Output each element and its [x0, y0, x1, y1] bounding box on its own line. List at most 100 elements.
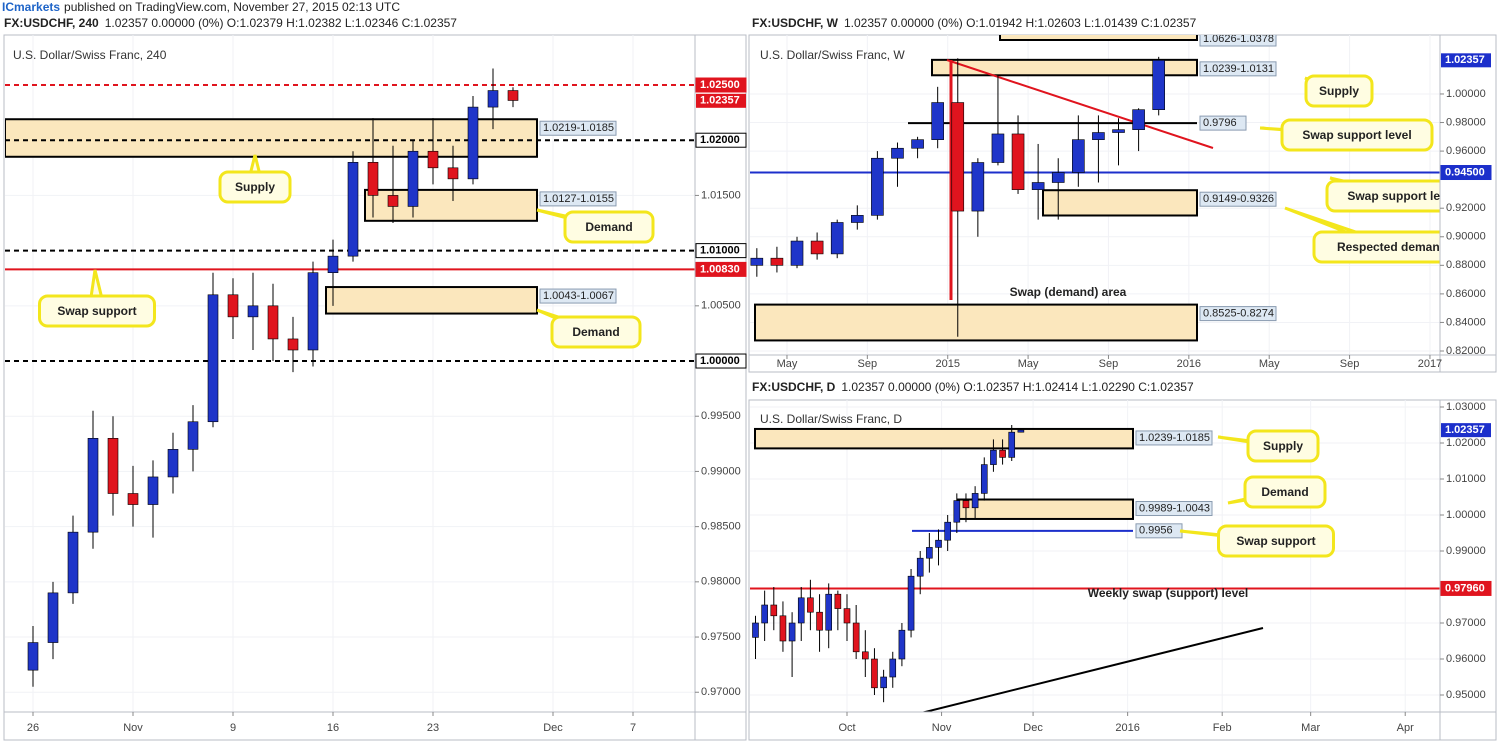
- y-tick-label: 0.88000: [1446, 259, 1486, 271]
- zone: [754, 303, 1198, 342]
- candle-body: [487, 90, 499, 108]
- callout-text: Swap support level: [1347, 189, 1456, 203]
- candle-body: [347, 161, 359, 257]
- price-label: 1.02500: [700, 79, 740, 91]
- y-tick-label: 0.97500: [701, 631, 741, 643]
- candle-body: [935, 539, 942, 548]
- x-tick-label: 26: [27, 722, 39, 734]
- x-tick-label: Sep: [1340, 358, 1360, 370]
- callout-text: Demand: [572, 325, 619, 339]
- candle-body: [843, 608, 851, 624]
- zone-label-box: [539, 120, 617, 136]
- candle-body: [852, 622, 860, 653]
- candle-body: [307, 272, 319, 351]
- x-tick-label: Apr: [1397, 722, 1414, 734]
- candle-body: [962, 500, 970, 509]
- price-label: 1.00000: [700, 355, 740, 367]
- x-tick-label: Sep: [1099, 358, 1119, 370]
- y-tick-label: 0.97000: [701, 686, 741, 698]
- y-tick-label: 0.99500: [701, 410, 741, 422]
- callout-box: [1280, 118, 1434, 152]
- zone-label-box: [539, 191, 617, 207]
- y-tick-label: 0.99000: [701, 465, 741, 477]
- price-label-box: [695, 132, 747, 148]
- zone-label: 0.9989-1.0043: [1139, 502, 1210, 514]
- candle-body: [990, 449, 997, 465]
- zone: [999, 35, 1198, 41]
- zone: [931, 58, 1198, 77]
- y-tick-label: 0.98500: [701, 521, 741, 533]
- y-tick-label: 0.82000: [1446, 345, 1486, 357]
- candle-body: [862, 651, 869, 660]
- candle-body: [971, 162, 985, 212]
- callout-text: Swap support: [1236, 534, 1315, 548]
- y-tick-label: 1.02000: [1446, 437, 1486, 449]
- candle-body: [779, 615, 787, 642]
- candle-body: [1008, 431, 1016, 458]
- zone: [957, 498, 1134, 520]
- candle-body: [825, 593, 833, 631]
- zone-label: 1.0239-1.0185: [1139, 432, 1210, 444]
- candle-body: [999, 449, 1006, 458]
- candle-body: [797, 597, 805, 624]
- quote: 1.02357 0.00000 (0%) O:1.02379 H:1.02382…: [105, 16, 458, 30]
- callout-box: [563, 210, 655, 244]
- candle-body: [871, 658, 878, 689]
- y-tick-label: 0.96000: [1446, 653, 1486, 665]
- candle-body: [980, 464, 988, 494]
- candle-body: [467, 106, 479, 180]
- candle-body: [427, 150, 439, 169]
- callout-text: Demand: [585, 220, 632, 234]
- candle-body: [971, 493, 979, 509]
- quote: 1.02357 0.00000 (0%) O:1.01942 H:1.02603…: [844, 16, 1197, 30]
- x-tick-label: Nov: [932, 722, 952, 734]
- chart-title: U.S. Dollar/Swiss Franc, W: [760, 48, 905, 62]
- price-label: 1.02000: [700, 134, 740, 146]
- candle-body: [27, 642, 39, 671]
- x-tick-label: Dec: [1023, 722, 1043, 734]
- candle-body: [1092, 132, 1105, 140]
- x-tick-label: 23: [427, 722, 439, 734]
- zone: [1042, 189, 1198, 217]
- callout-text: Demand: [1261, 485, 1308, 499]
- last-price-label: 1.02357: [700, 95, 740, 107]
- trendline: [920, 627, 1264, 712]
- zone-label-box: [1135, 430, 1213, 446]
- y-tick-label: 0.98000: [701, 576, 741, 588]
- candle-body: [926, 547, 933, 559]
- callout-box: [1304, 74, 1374, 108]
- candle-body: [167, 449, 179, 478]
- zone-label-box: [1135, 501, 1213, 517]
- callout-text: Swap support level: [1302, 128, 1411, 142]
- chart-title: U.S. Dollar/Swiss Franc, D: [760, 412, 902, 426]
- last-price-box: [1441, 423, 1491, 438]
- candle-body: [1152, 59, 1165, 110]
- price-label-box: [1440, 165, 1492, 181]
- callout-box: [218, 170, 292, 204]
- x-tick-label: 2016: [1115, 722, 1139, 734]
- candle-body: [267, 305, 279, 340]
- zone-label: 1.0239-1.0131: [1203, 63, 1274, 75]
- symbol: FX:USDCHF, 240: [4, 16, 99, 30]
- candle-body: [907, 575, 915, 631]
- price-label: 0.97960: [1445, 582, 1485, 594]
- x-tick-label: 2015: [935, 358, 959, 370]
- candle-body: [816, 611, 823, 631]
- level-label: 0.9956: [1139, 525, 1173, 537]
- candle-body: [127, 493, 139, 505]
- y-tick-label: 1.01500: [701, 189, 741, 201]
- candle-body: [1051, 172, 1065, 183]
- y-tick-label: 0.86000: [1446, 288, 1486, 300]
- zone-label: 0.9149-0.9326: [1203, 193, 1274, 205]
- callout-text: Respected demand: [1337, 240, 1447, 254]
- candle-body: [770, 604, 778, 617]
- candle-body: [327, 255, 339, 274]
- candle-body: [1132, 109, 1145, 130]
- x-tick-label: Nov: [123, 722, 143, 734]
- candle-body: [507, 90, 519, 101]
- publisher[interactable]: ICmarkets: [2, 0, 60, 14]
- zone-label-box: [1199, 35, 1277, 47]
- candle-body: [834, 593, 842, 609]
- callout-text: Supply: [235, 180, 275, 194]
